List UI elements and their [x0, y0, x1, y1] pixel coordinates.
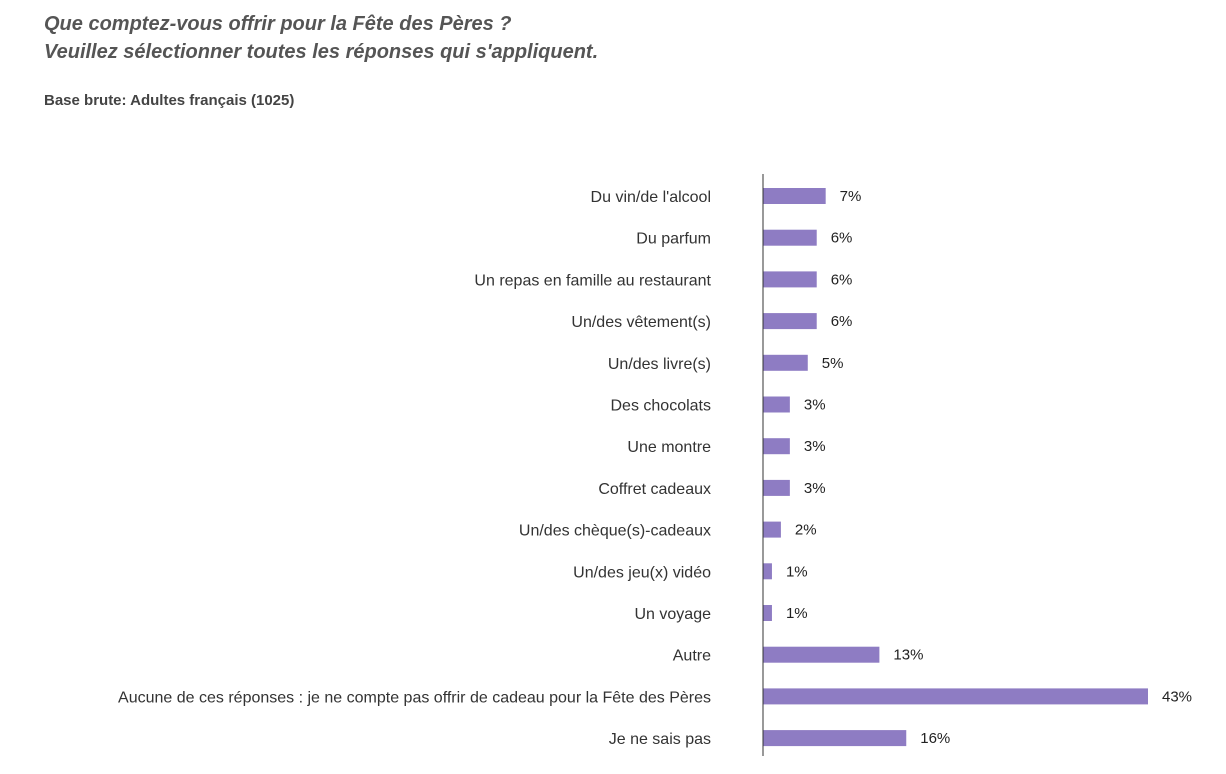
- category-label: Du vin/de l'alcool: [591, 189, 711, 206]
- category-label: Un/des jeu(x) vidéo: [573, 564, 711, 581]
- chart-title-line-2: Veuillez sélectionner toutes les réponse…: [44, 41, 599, 63]
- category-label: Un/des livre(s): [608, 356, 711, 373]
- category-label: Une montre: [627, 439, 711, 456]
- bar: [763, 646, 880, 663]
- bar: [763, 563, 772, 580]
- bar: [763, 354, 808, 371]
- bar: [763, 396, 790, 413]
- value-label: 7%: [840, 188, 862, 205]
- bar: [763, 438, 790, 455]
- sample-base-note: Base brute: Adultes français (1025): [44, 92, 295, 109]
- category-label: Un/des vêtement(s): [571, 314, 711, 331]
- category-label: Un/des chèque(s)-cadeaux: [519, 523, 711, 540]
- category-label: Aucune de ces réponses : je ne compte pa…: [118, 689, 711, 706]
- value-label: 3%: [804, 480, 826, 497]
- category-label: Je ne sais pas: [609, 731, 711, 748]
- bar: [763, 730, 907, 747]
- value-label: 2%: [795, 522, 817, 539]
- value-label: 5%: [822, 355, 844, 372]
- value-label: 1%: [786, 563, 808, 580]
- value-label: 13%: [893, 647, 923, 664]
- category-label: Coffret cadeaux: [598, 481, 711, 498]
- category-label: Autre: [673, 648, 711, 665]
- category-label: Du parfum: [636, 231, 711, 248]
- bar: [763, 479, 790, 496]
- value-label: 6%: [831, 271, 853, 288]
- value-label: 43%: [1162, 688, 1192, 705]
- value-label: 6%: [831, 230, 853, 247]
- bar: [763, 229, 817, 246]
- category-label: Des chocolats: [611, 398, 712, 415]
- value-label: 6%: [831, 313, 853, 330]
- value-label: 3%: [804, 397, 826, 414]
- chart-title-line-1: Que comptez-vous offrir pour la Fête des…: [44, 13, 512, 35]
- value-label: 3%: [804, 438, 826, 455]
- bar: [763, 188, 826, 204]
- value-label: 1%: [786, 605, 808, 622]
- bar: [763, 688, 1148, 705]
- category-label: Un repas en famille au restaurant: [474, 272, 711, 289]
- bar: [763, 605, 772, 621]
- bar: [763, 521, 781, 538]
- bar: [763, 271, 817, 288]
- category-label: Un voyage: [635, 606, 712, 623]
- bar: [763, 313, 817, 330]
- value-label: 16%: [920, 730, 950, 747]
- chart-title: Que comptez-vous offrir pour la Fête des…: [44, 10, 598, 66]
